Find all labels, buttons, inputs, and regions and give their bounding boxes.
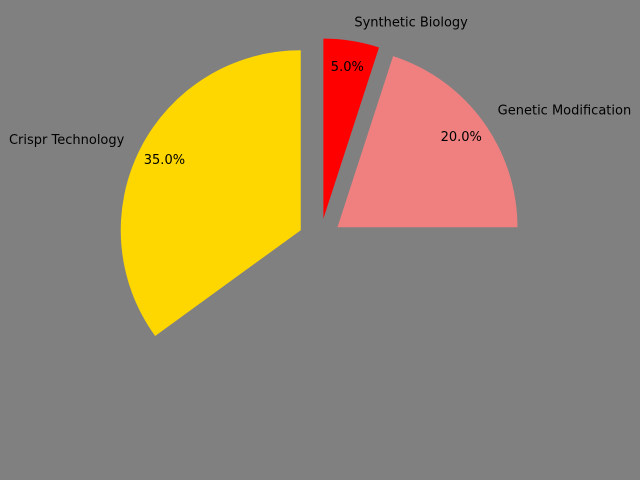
slice-percent-label: 20.0%	[441, 130, 482, 145]
slice-label: Genetic Modification	[498, 103, 632, 118]
pie-slice-genetic-modification	[337, 56, 518, 228]
slice-percent-label: 35.0%	[144, 153, 185, 168]
slice-percent-label: 5.0%	[331, 60, 364, 75]
pie-slice-crispr-technology	[120, 50, 301, 336]
slice-label: Crispr Technology	[9, 133, 125, 148]
pie-labels: Genetic Modification 20.0% Synthetic Biolo…	[9, 16, 631, 169]
slice-label: Synthetic Biology	[354, 16, 468, 31]
pie-slices	[120, 38, 518, 336]
pie-slice-synthetic-biology	[323, 38, 380, 219]
